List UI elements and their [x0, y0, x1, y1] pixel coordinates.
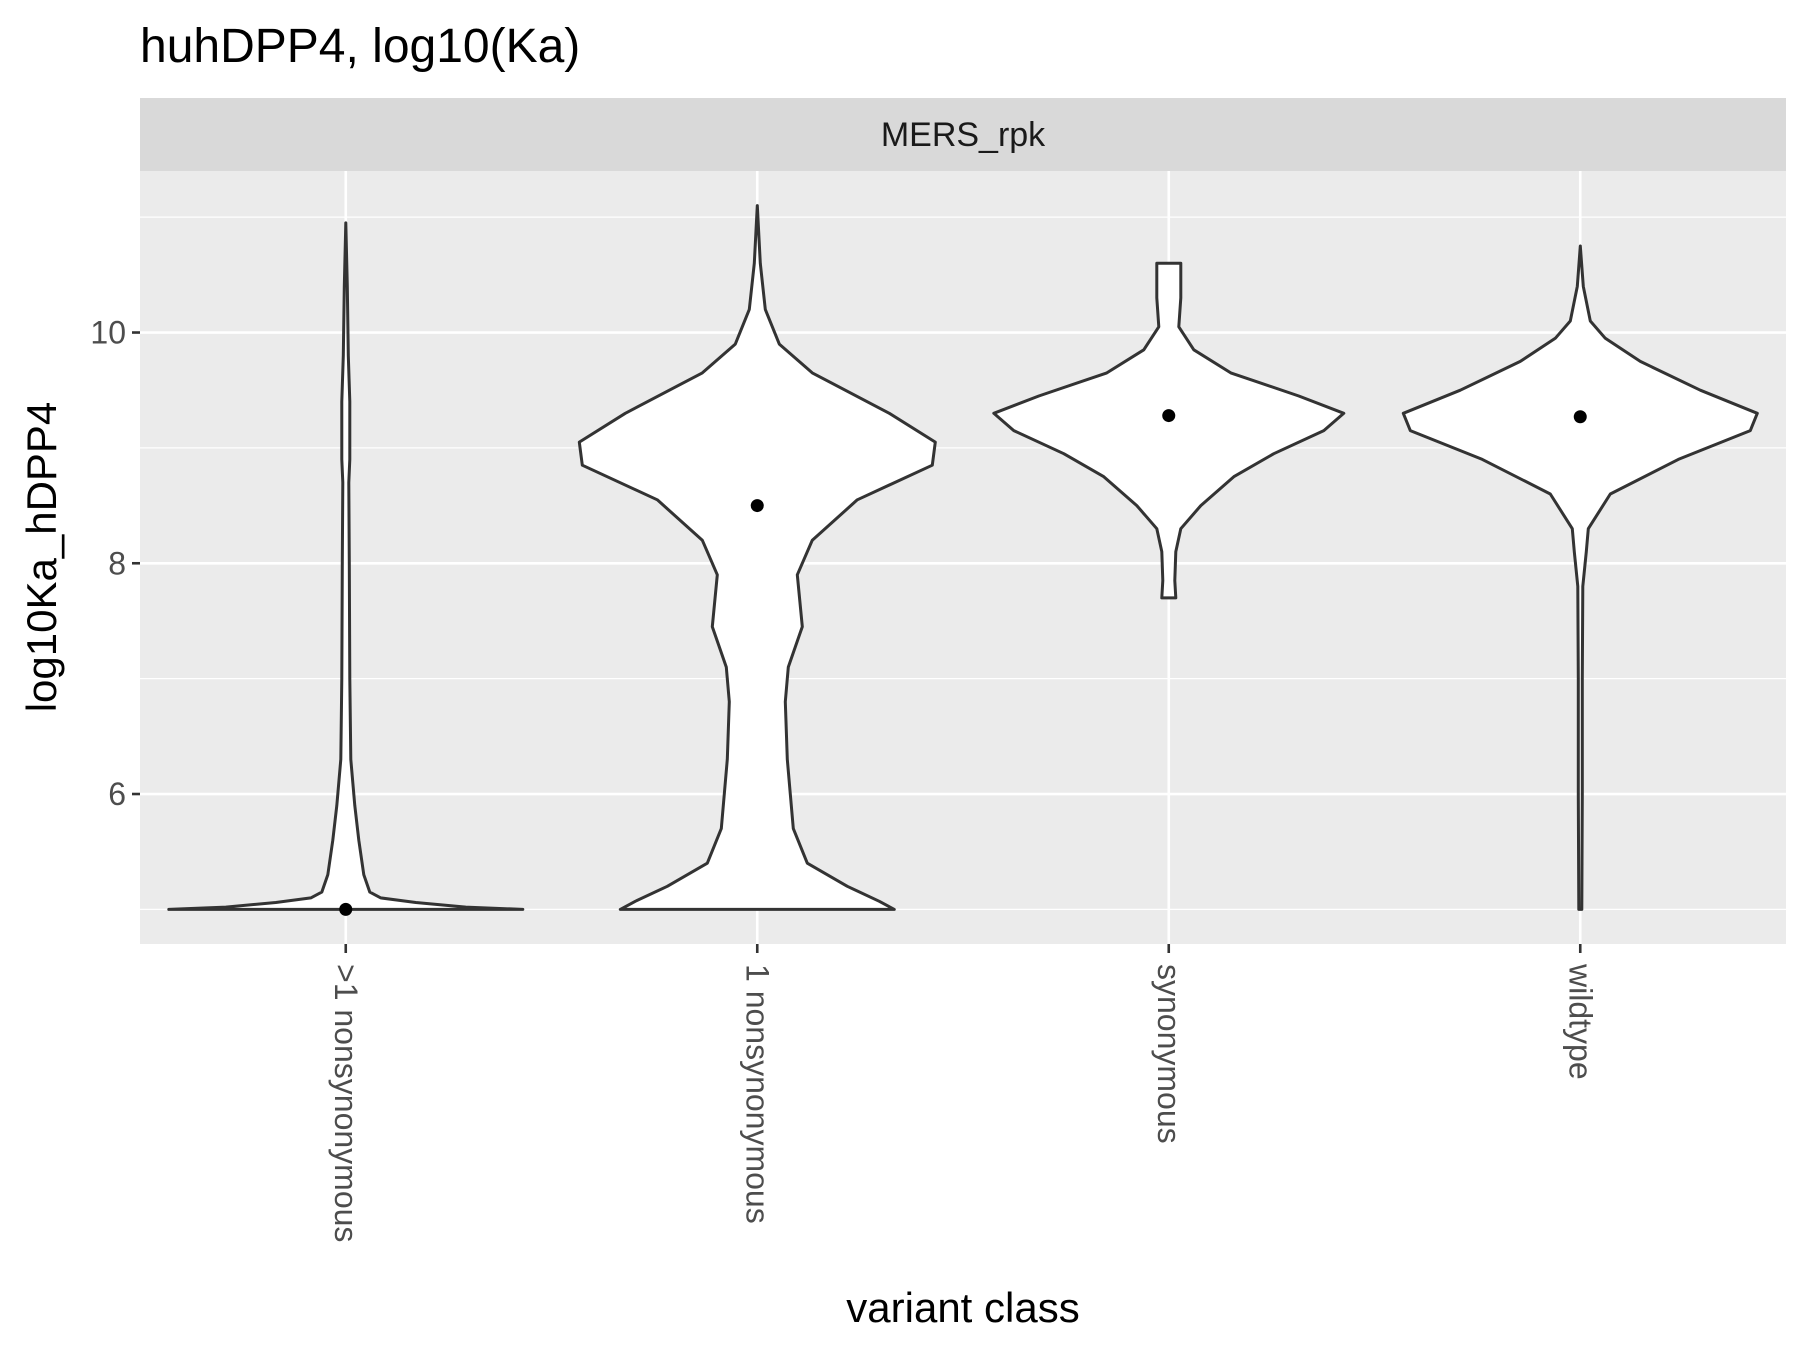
y-axis-title: log10Ka_hDPP4: [18, 402, 65, 713]
y-tick-label: 10: [90, 315, 126, 351]
violin-1: [577, 204, 937, 911]
x-tick-label: >1 nonsynonymous: [328, 964, 364, 1242]
median-point: [1162, 409, 1176, 423]
y-axis: 6 8 10: [90, 315, 140, 812]
violin-0: [167, 221, 525, 911]
median-points: [339, 409, 1587, 916]
chart-title: huhDPP4, log10(Ka): [140, 20, 580, 73]
x-tick-label: 1 nonsynonymous: [739, 964, 775, 1224]
x-tick-label: synonymous: [1151, 964, 1187, 1144]
y-tick-label: 8: [108, 545, 126, 581]
facet-strip: [140, 98, 1786, 171]
x-tick-label: wildtype: [1562, 963, 1598, 1080]
y-tick-label: 6: [108, 776, 126, 812]
x-axis: >1 nonsynonymous 1 nonsynonymous synonymou…: [328, 944, 1598, 1242]
plot-panel: [140, 171, 1786, 944]
median-point: [339, 902, 353, 916]
median-point: [1573, 410, 1587, 424]
median-point: [750, 499, 764, 513]
violins: [167, 204, 1759, 911]
violin-3: [1401, 244, 1759, 911]
violin-2: [992, 261, 1346, 600]
facet-label: MERS_rpk: [881, 116, 1046, 154]
x-axis-title: variant class: [846, 1284, 1079, 1331]
